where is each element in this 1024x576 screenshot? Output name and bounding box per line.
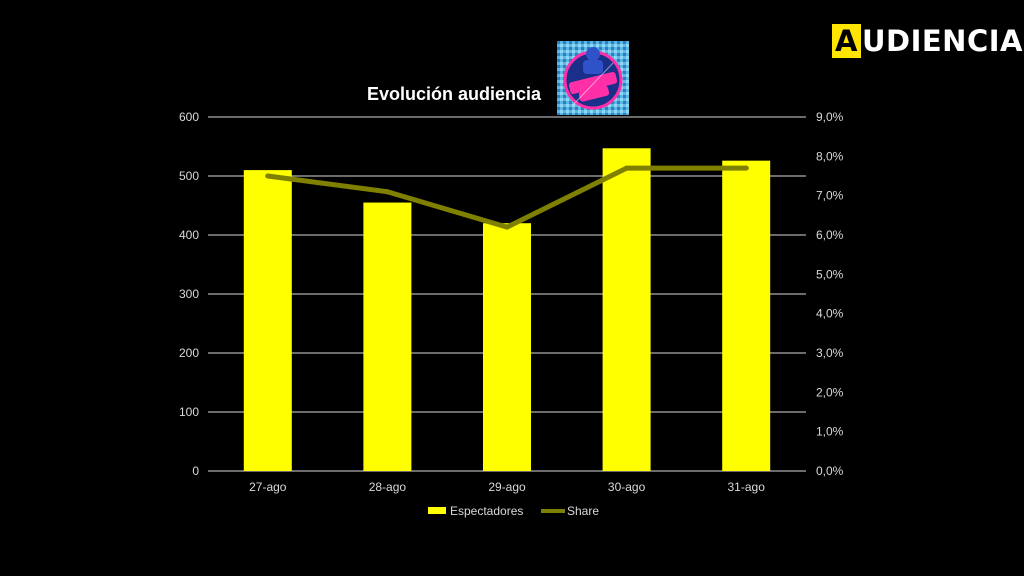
x-tick-label: 28-ago: [369, 480, 407, 494]
brand-logo: AUDIENCIAS: [832, 24, 1024, 58]
show-logo: [557, 41, 629, 115]
y-left-tick-label: 400: [179, 228, 199, 242]
y-right-tick-label: 2,0%: [816, 385, 844, 399]
x-tick-label: 31-ago: [728, 480, 766, 494]
legend-label-espectadores: Espectadores: [450, 504, 523, 518]
bar-espectadores: [483, 223, 531, 471]
chart-title: Evolución audiencia: [367, 84, 542, 104]
axes: 0 100 200 300 400 500 600 0,0% 1,0% 2,0% 3,0% 4,0% 5…: [179, 110, 844, 494]
share-line-group: [265, 165, 749, 230]
share-line: [265, 165, 749, 230]
legend-swatch-espectadores: [428, 507, 446, 514]
share-point: [504, 224, 510, 230]
bar-espectadores: [602, 148, 651, 471]
y-right-tick-label: 5,0%: [816, 267, 844, 281]
y-left-tick-label: 500: [179, 169, 199, 183]
legend: Espectadores Share: [428, 504, 599, 518]
y-right-tick-label: 1,0%: [816, 425, 844, 439]
brand-initial: A: [832, 24, 861, 58]
share-point: [743, 165, 749, 171]
bar-espectadores: [243, 170, 292, 471]
y-right-tick-label: 6,0%: [816, 228, 844, 242]
bars: [243, 148, 771, 472]
y-right-tick-label: 7,0%: [816, 189, 844, 203]
bar-espectadores: [363, 202, 412, 472]
legend-label-share: Share: [567, 504, 599, 518]
x-tick-label: 30-ago: [608, 480, 646, 494]
share-point: [265, 173, 271, 179]
y-left-tick-label: 0: [192, 464, 199, 478]
y-right-tick-label: 3,0%: [816, 346, 844, 360]
share-point: [384, 189, 390, 195]
share-point: [624, 165, 630, 171]
y-right-tick-label: 9,0%: [816, 110, 844, 124]
y-right-tick-label: 0,0%: [816, 464, 844, 478]
bar-espectadores: [722, 160, 771, 471]
y-left-tick-label: 200: [179, 346, 199, 360]
y-right-tick-label: 8,0%: [816, 149, 844, 163]
y-left-tick-label: 600: [179, 110, 199, 124]
y-left-tick-label: 300: [179, 287, 199, 301]
x-tick-label: 27-ago: [249, 480, 287, 494]
x-tick-label: 29-ago: [488, 480, 526, 494]
y-right-tick-label: 4,0%: [816, 307, 844, 321]
y-left-tick-label: 100: [179, 405, 199, 419]
brand-name: UDIENCIAS: [861, 24, 1024, 58]
